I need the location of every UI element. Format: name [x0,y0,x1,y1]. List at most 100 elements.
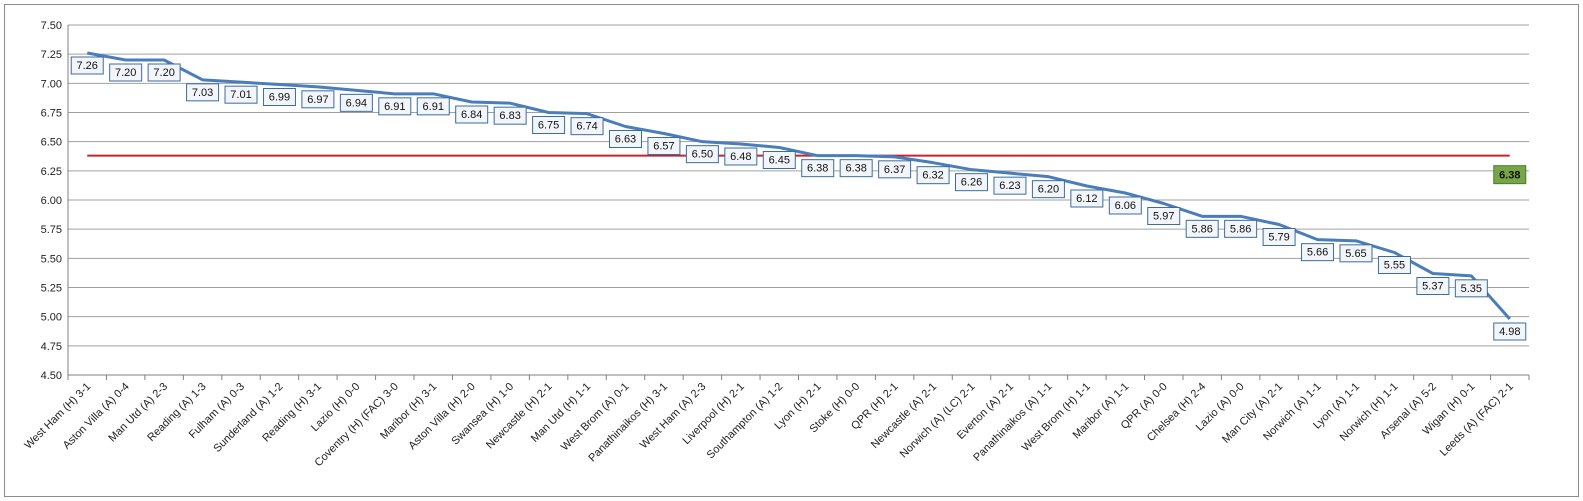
data-label-box [570,117,604,136]
x-tick-label: Newcastle (H) 2-1 [484,381,555,452]
data-label: 5.37 [1416,277,1450,295]
data-label-text: 6.91 [423,101,444,113]
data-label-text: 5.66 [1307,247,1328,259]
data-label-text: 6.57 [653,141,674,153]
y-tick-label: 5.50 [41,253,62,265]
data-label-box [1031,180,1065,199]
data-label: 6.48 [724,147,758,166]
data-label-text: 6.75 [538,120,559,132]
data-label: 5.55 [1377,256,1411,274]
data-label-box [801,159,835,178]
y-tick-label: 7.00 [41,78,62,90]
data-label-text: 5.97 [1153,211,1174,223]
data-label: 7.20 [147,63,181,82]
y-tick-label: 6.25 [41,166,62,178]
y-tick-label: 6.00 [41,195,62,207]
data-label: 6.23 [993,176,1027,195]
data-label: 4.98 [1493,322,1527,341]
data-label-box [301,90,335,109]
data-label-box [608,130,642,148]
data-label-text: 6.83 [499,110,520,122]
data-label-text: 6.45 [769,155,790,167]
data-label-box [1147,207,1181,225]
x-tick-label: Newcastle (A) 2-1 [869,381,939,451]
x-tick-label: Aston Villa (A) 0-4 [61,381,132,452]
data-label-text: 6.91 [384,101,405,113]
data-labels: 7.26 7.20 7.20 7.03 7.01 6.99 6.97 6.94 6.91 6.91… [70,56,1527,341]
x-tick-label: Leeds (A) (FAC) 2-1 [1438,381,1516,459]
data-label-box [762,151,796,169]
y-tick-label: 5.75 [41,224,62,236]
data-label: 5.86 [1185,219,1219,238]
data-label: 7.20 [109,63,143,82]
data-label: 6.75 [532,116,566,134]
data-label-text: 6.94 [346,97,367,109]
data-label: 6.37 [878,160,912,179]
data-label: 7.03 [186,83,220,102]
data-label-text: 7.03 [192,87,213,99]
y-axis-ticks: 4.50 4.75 5.00 5.25 5.50 5.75 6.00 6.25 6.50 6.75… [41,20,62,382]
y-tick-label: 4.75 [41,341,62,353]
data-label-box [147,63,181,82]
data-label: 5.79 [1262,228,1296,246]
data-label-box [685,145,719,164]
data-label-box [1108,196,1142,215]
data-label: 6.38 [839,159,873,178]
x-tick-label: West Brom (A) 0-1 [559,381,632,454]
data-label-box [993,176,1027,195]
data-label-text: 5.86 [1191,223,1212,235]
y-tick-label: 7.25 [41,49,62,61]
data-label: 6.74 [570,117,604,136]
x-tick-label: Aston Villa (H) 2-0 [406,381,477,452]
data-label-text: 7.20 [153,67,174,79]
gridlines [68,24,1529,376]
data-label: 5.86 [1224,219,1258,238]
data-label-text: 6.97 [307,94,328,106]
data-label-box [455,105,489,124]
data-label-box [378,97,412,116]
data-label-box [416,97,450,116]
x-tick-label: Norwich (A) (LC) 2-1 [898,381,978,461]
y-tick-label: 4.50 [41,370,62,382]
data-label-text: 7.01 [230,89,251,101]
y-tick-label: 6.50 [41,137,62,149]
data-label: 6.12 [1070,189,1104,208]
data-label-box [1416,277,1450,295]
data-label-text: 6.48 [730,151,751,163]
y-tick-label: 5.00 [41,312,62,324]
data-label: 5.35 [1454,279,1488,298]
x-tick-label: West Ham (A) 2-3 [638,381,709,452]
data-label-box [493,106,527,125]
average-label: 6.38 [1493,165,1527,185]
x-tick-label: Sunderland (A) 1-2 [211,381,285,455]
line-chart: 4.50 4.75 5.00 5.25 5.50 5.75 6.00 6.25 6.50 6.75… [22,20,1530,469]
average-label-box [1493,165,1527,185]
chart-frame: 4.50 4.75 5.00 5.25 5.50 5.75 6.00 6.25 6.50 6.75… [4,4,1579,497]
data-label: 6.97 [301,90,335,109]
data-label-text: 7.26 [77,60,98,72]
data-label-box [1224,219,1258,238]
data-label: 6.38 [801,159,835,178]
data-label: 6.26 [955,173,989,192]
data-label-box [647,137,681,155]
data-label-box [109,63,143,82]
data-label-box [916,166,950,185]
data-label: 5.66 [1301,243,1335,262]
data-label-text: 6.32 [922,170,943,182]
data-label-text: 6.50 [692,149,713,161]
data-label-box [1493,322,1527,341]
data-label-text: 5.55 [1384,260,1405,272]
data-label-box [224,85,258,104]
data-label-text: 6.20 [1038,184,1059,196]
data-label-text: 5.86 [1230,223,1251,235]
data-label: 5.97 [1147,207,1181,225]
x-tick-label: West Brom (H) 1-1 [1020,381,1093,454]
data-label-text: 6.74 [576,121,597,133]
data-label-text: 6.38 [807,163,828,175]
data-label: 6.57 [647,137,681,155]
data-label-box [724,147,758,166]
average-label-text: 6.38 [1499,170,1520,182]
data-label: 6.50 [685,145,719,164]
data-label: 7.01 [224,85,258,104]
